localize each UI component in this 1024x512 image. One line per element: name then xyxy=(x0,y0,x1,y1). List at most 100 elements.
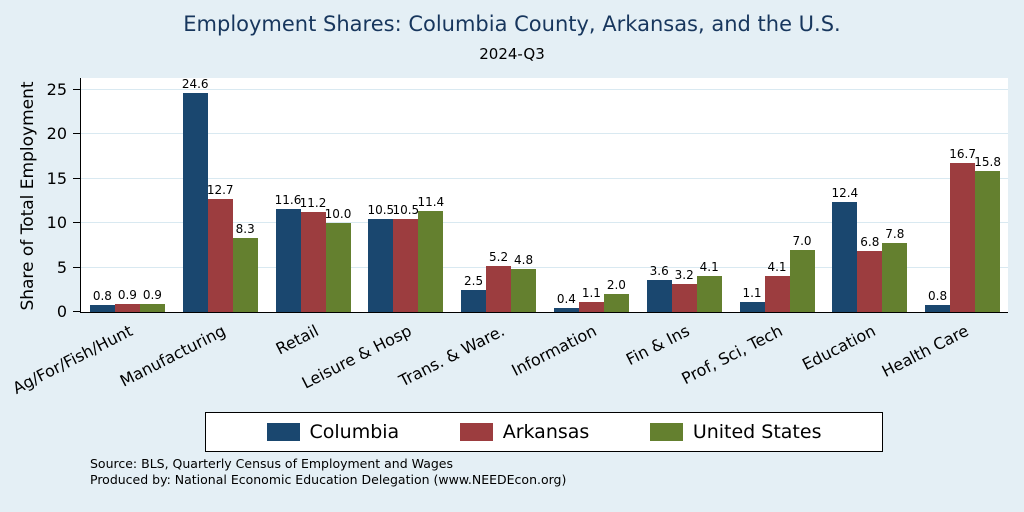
y-tick-mark xyxy=(73,177,81,179)
bar-value-label: 7.8 xyxy=(885,226,905,241)
bar-value-label: 10.5 xyxy=(392,202,420,217)
bar-columbia xyxy=(739,302,765,312)
legend-item-arkansas: Arkansas xyxy=(459,421,590,443)
bar-value-label: 11.2 xyxy=(299,196,327,211)
chart-title: Employment Shares: Columbia County, Arka… xyxy=(183,12,841,36)
bar-united-states xyxy=(789,249,815,312)
bar-value-label: 2.0 xyxy=(606,278,626,293)
bar-united-states xyxy=(882,242,908,312)
x-tick-label: Manufacturing xyxy=(116,321,229,391)
bar-arkansas xyxy=(300,212,326,312)
bar-united-states xyxy=(975,171,1001,312)
bar-value-label: 0.8 xyxy=(928,288,948,303)
bar-united-states xyxy=(139,304,165,312)
bar-columbia xyxy=(646,279,672,312)
bar-united-states xyxy=(325,223,351,312)
bar-columbia xyxy=(368,218,394,312)
legend-swatch-columbia xyxy=(266,423,300,441)
bar-arkansas xyxy=(393,218,419,312)
bar-columbia xyxy=(925,304,951,312)
bar-arkansas xyxy=(857,251,883,312)
bar-value-label: 7.0 xyxy=(792,233,812,248)
bar-value-label: 0.4 xyxy=(556,292,576,307)
bar-value-label: 3.6 xyxy=(649,263,669,278)
x-tick-label: Prof, Sci, Tech xyxy=(678,321,786,389)
bar-value-label: 0.9 xyxy=(142,288,162,302)
x-tick-label: Health Care xyxy=(878,321,972,381)
bar-arkansas xyxy=(578,302,604,312)
bar-columbia xyxy=(832,201,858,312)
legend-item-united-states: United States xyxy=(649,421,822,443)
bar-arkansas xyxy=(950,163,976,312)
bar-value-label: 12.4 xyxy=(831,185,859,200)
gridline xyxy=(81,222,1008,223)
bar-united-states xyxy=(511,269,537,312)
legend-item-columbia: Columbia xyxy=(266,421,400,443)
legend-swatch-arkansas xyxy=(459,423,493,441)
bar-value-label: 11.6 xyxy=(274,192,302,207)
bar-united-states xyxy=(232,238,258,312)
gridline xyxy=(81,133,1008,134)
y-tick-mark xyxy=(73,88,81,90)
bar-value-label: 1.1 xyxy=(742,286,762,301)
bar-value-label: 12.7 xyxy=(206,182,234,197)
bar-value-label: 3.2 xyxy=(674,267,694,282)
y-tick-mark xyxy=(73,133,81,134)
bar-arkansas xyxy=(671,283,697,312)
x-tick-label: Retail xyxy=(272,321,322,359)
bar-value-label: 10.0 xyxy=(324,207,352,221)
y-tick-mark xyxy=(73,311,81,312)
bar-arkansas xyxy=(114,304,140,312)
chart-subtitle: 2024-Q3 xyxy=(479,45,545,63)
y-tick-label: 25 xyxy=(46,79,67,99)
gridline xyxy=(81,177,1008,179)
bar-value-label: 2.5 xyxy=(464,273,484,288)
bar-arkansas xyxy=(486,265,512,312)
bar-arkansas xyxy=(764,275,790,312)
bar-value-label: 5.2 xyxy=(489,249,509,264)
gridline xyxy=(81,88,1008,90)
bar-value-label: 11.4 xyxy=(417,194,445,209)
source-line-1: Source: BLS, Quarterly Census of Employm… xyxy=(90,456,453,471)
source-note: Source: BLS, Quarterly Census of Employm… xyxy=(90,456,566,487)
bar-arkansas xyxy=(207,198,233,312)
bar-value-label: 4.1 xyxy=(767,259,787,274)
source-line-2: Produced by: National Economic Education… xyxy=(90,471,567,487)
bar-united-states xyxy=(696,275,722,312)
plot-area: 0 5 10 15 20 25 0.8 0.9 0.9 Ag/For/Fish/Hunt 24.6 1… xyxy=(10,77,1008,398)
bar-value-label: 6.8 xyxy=(860,235,880,250)
y-tick-label: 10 xyxy=(46,213,67,232)
x-tick-label: Fin & Ins xyxy=(623,321,693,370)
legend-swatch-united-states xyxy=(649,423,683,441)
y-tick-mark xyxy=(73,266,81,268)
x-tick-label: Education xyxy=(798,321,879,375)
bar-columbia xyxy=(553,308,579,312)
y-tick-mark xyxy=(73,222,81,223)
legend-label-columbia: Columbia xyxy=(309,421,400,443)
bar-united-states xyxy=(418,210,444,312)
y-tick-label: 20 xyxy=(46,124,67,143)
bar-value-label: 8.3 xyxy=(235,222,255,237)
bar-value-label: 4.8 xyxy=(514,253,534,268)
y-tick-label: 15 xyxy=(46,168,67,188)
bar-columbia xyxy=(89,304,115,312)
bar-value-label: 0.9 xyxy=(117,288,137,302)
bar-value-label: 0.8 xyxy=(92,288,112,303)
bar-value-label: 16.7 xyxy=(949,147,976,162)
bar-value-label: 10.5 xyxy=(367,202,395,217)
x-tick-label: Information xyxy=(508,321,601,380)
bar-value-label: 4.1 xyxy=(699,259,719,274)
gridline xyxy=(81,266,1008,268)
legend: Columbia Arkansas United States xyxy=(205,412,883,452)
x-tick-label: Leisure & Hosp xyxy=(298,321,415,393)
bar-united-states xyxy=(603,294,629,312)
bar-columbia xyxy=(182,93,208,312)
legend-label-united-states: United States xyxy=(692,421,822,443)
x-tick-label: Trans. & Ware. xyxy=(395,321,508,391)
y-tick-label: 0 xyxy=(56,302,67,321)
bar-value-label: 24.6 xyxy=(181,77,209,92)
y-tick-label: 5 xyxy=(56,257,67,277)
bar-value-label: 15.8 xyxy=(974,155,1001,170)
legend-label-arkansas: Arkansas xyxy=(502,421,590,443)
